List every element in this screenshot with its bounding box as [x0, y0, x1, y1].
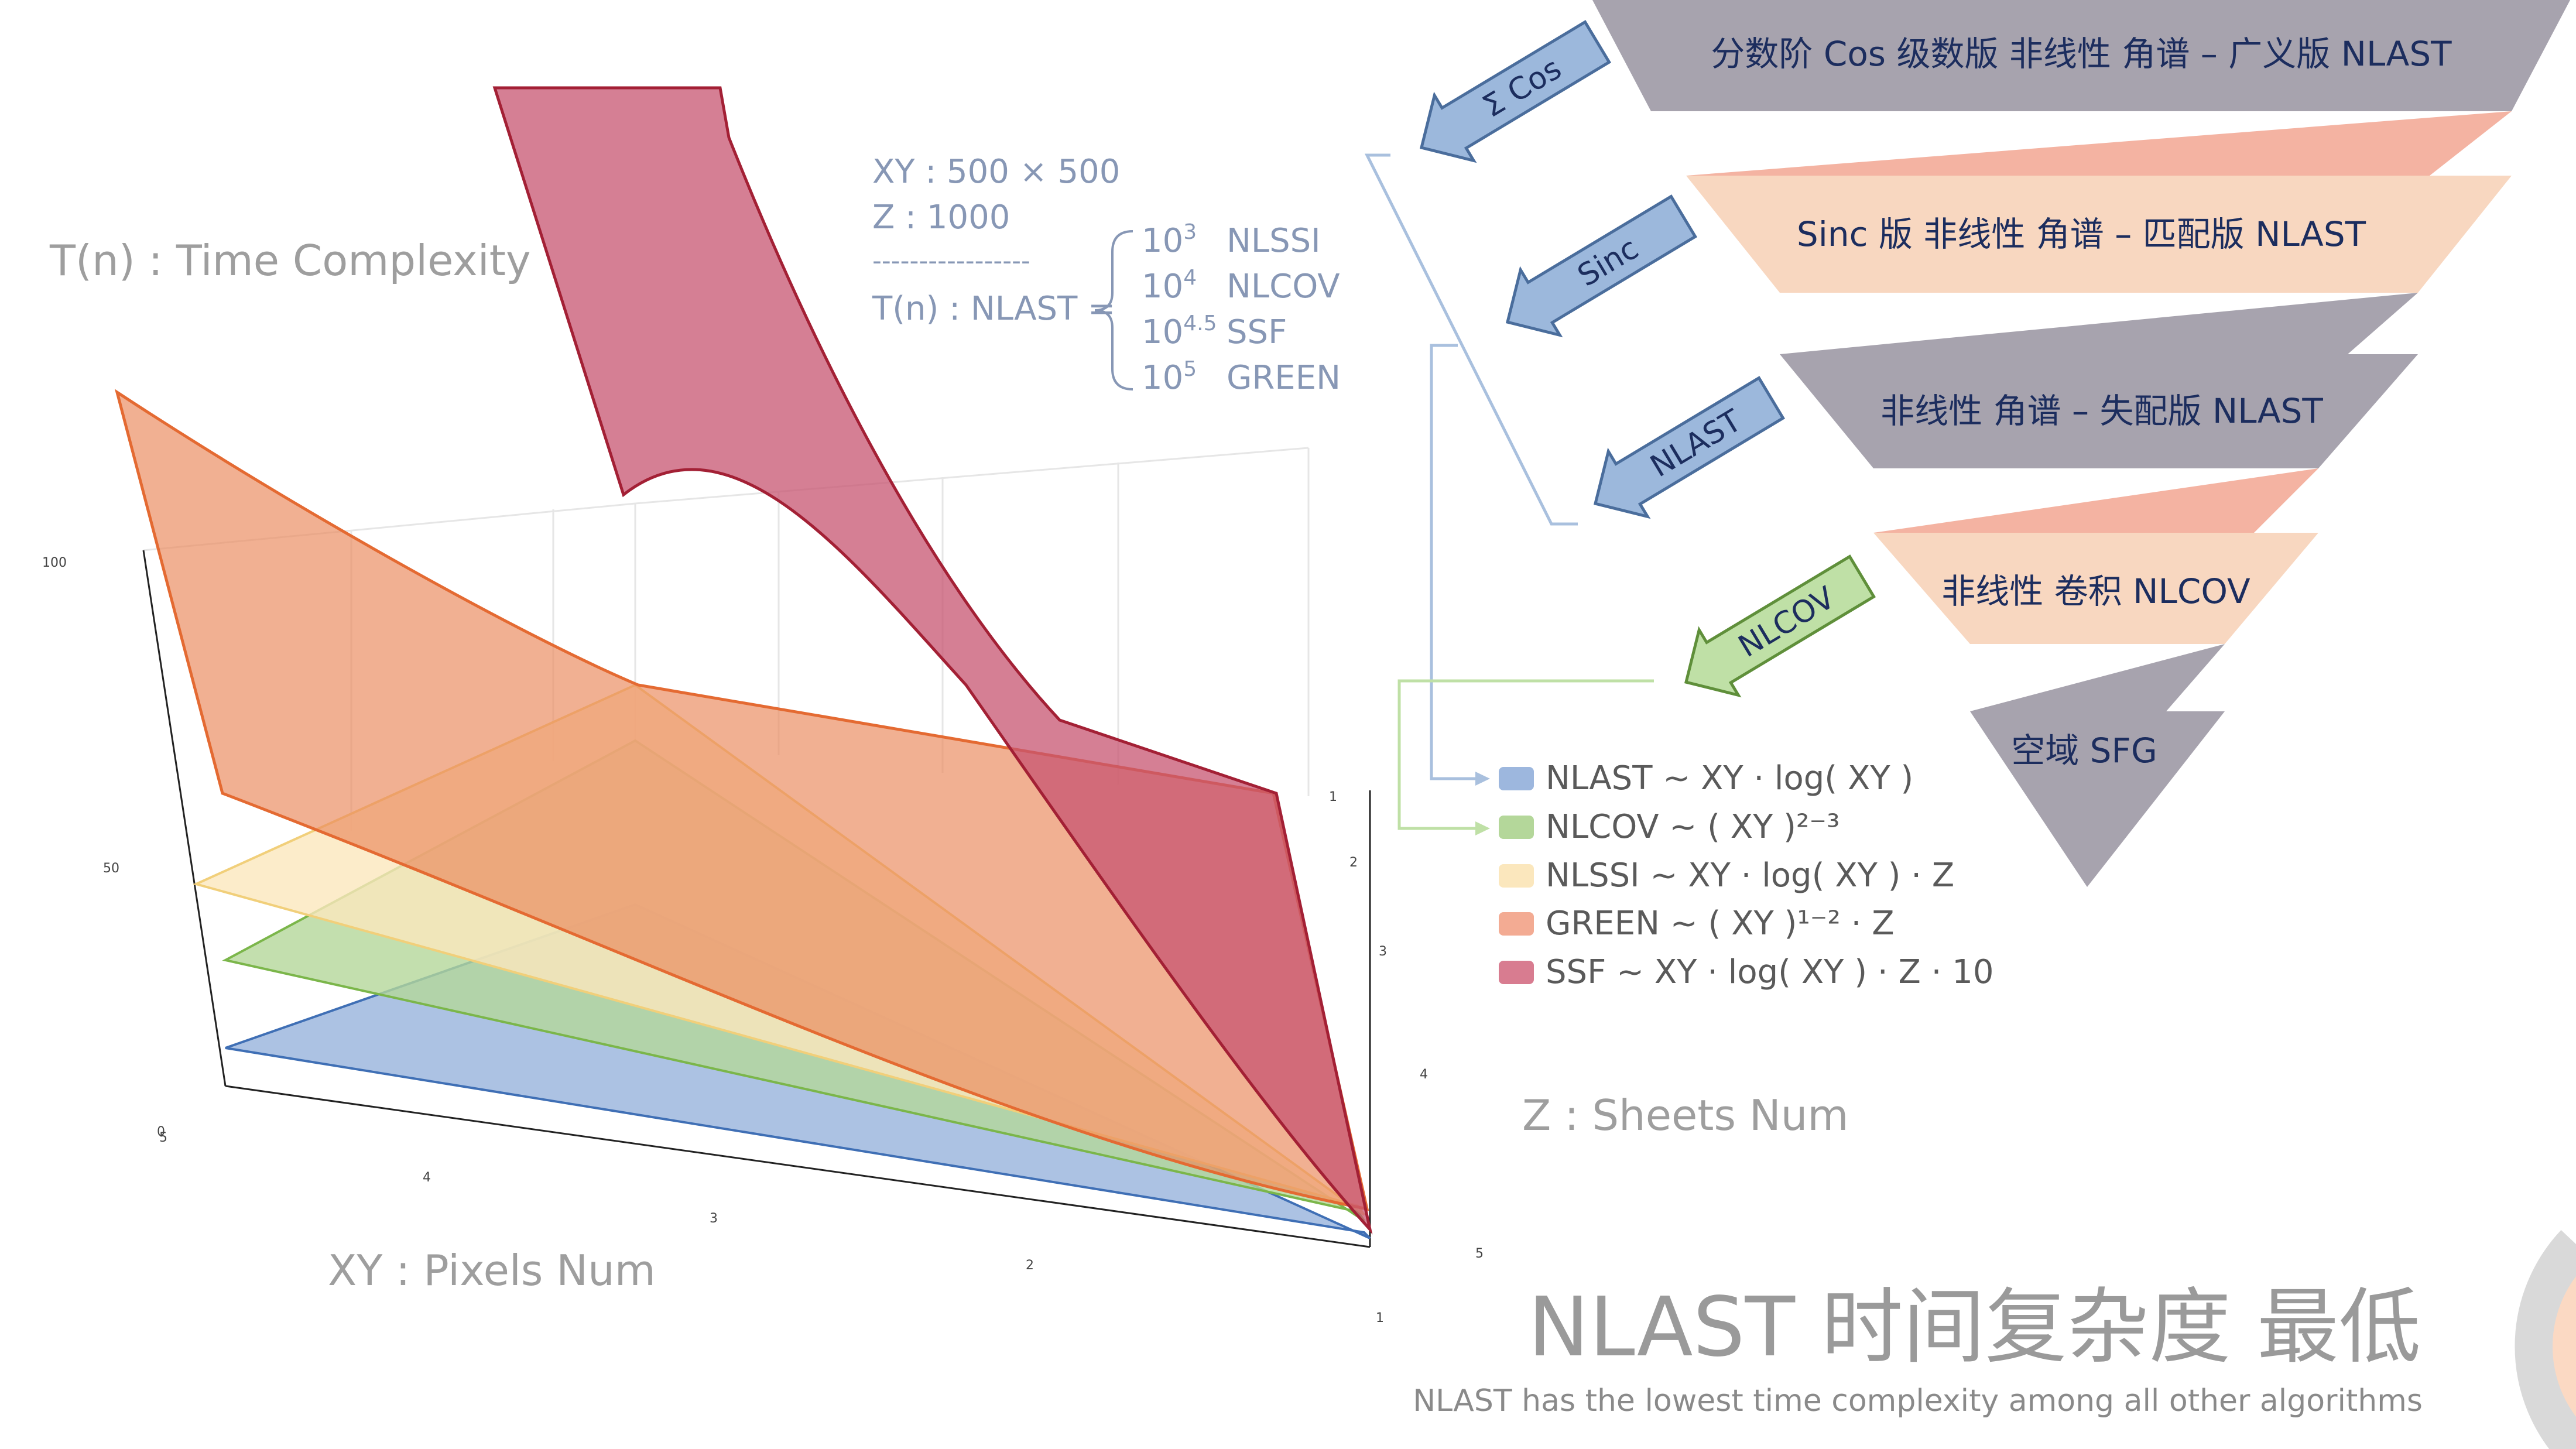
order-name: NLSSI	[1227, 222, 1321, 260]
t-axis-line	[142, 550, 227, 1087]
legend-text: NLAST ~ XY · log( XY )	[1546, 759, 1913, 797]
xy-tick-label: 1	[1376, 1311, 1384, 1325]
funnel-band	[1780, 293, 2418, 354]
arrow-shape	[1684, 554, 1876, 698]
legend: NLAST ~ XY · log( XY ) NLCOV ~ ( XY )²⁻³…	[1499, 759, 1993, 991]
legend-swatch	[1499, 961, 1534, 984]
funnel-tier-5	[1970, 711, 2225, 887]
funnel-tier-1	[1592, 0, 2570, 111]
t-ticks: 100 50 0	[42, 556, 165, 1139]
z-ticks: 1 2 3 4 5	[1329, 790, 1484, 1261]
order-row-green: 105	[1142, 357, 1197, 397]
params-xy: XY : 500 × 500	[872, 153, 1120, 191]
funnel-tier-4	[1873, 533, 2318, 644]
legend-item: GREEN ~ ( XY )¹⁻² · Z	[1499, 905, 1895, 943]
order-base: 10	[1142, 222, 1183, 260]
arrow-sigma-cos: Σ Cos	[1419, 20, 1612, 163]
xy-axis-title: XY : Pixels Num	[328, 1246, 656, 1295]
z-tick-label: 5	[1475, 1246, 1484, 1261]
legend-text: NLCOV ~ ( XY )²⁻³	[1546, 808, 1839, 846]
surface-ssf	[492, 86, 1373, 1235]
legend-item: NLSSI ~ XY · log( XY ) · Z	[1499, 857, 1954, 895]
params-tn: T(n) : NLAST =	[872, 290, 1115, 328]
legend-swatch	[1499, 864, 1534, 888]
order-row-ssf: 104.5	[1142, 311, 1217, 351]
bracket-blue	[1364, 153, 1578, 526]
params-divider: -----------------	[872, 246, 1030, 276]
funnel-tier-2	[1686, 176, 2512, 293]
connector-nlast	[1430, 344, 1478, 780]
legend-swatch	[1499, 767, 1534, 790]
arrow-nlcov: NLCOV	[1684, 554, 1876, 698]
order-exp: 4.5	[1183, 311, 1217, 335]
z-axis-title: Z : Sheets Num	[1522, 1091, 1849, 1140]
legend-swatch	[1499, 816, 1534, 839]
footer-subtitle: NLAST has the lowest time complexity amo…	[1413, 1383, 2423, 1419]
tn-axis-title: T(n) : Time Complexity	[49, 236, 531, 285]
arrowhead	[1475, 772, 1490, 786]
xy-ticks: 5 4 3 2 1	[159, 1131, 1384, 1325]
z-tick-label: 2	[1349, 855, 1358, 870]
funnel-label: 非线性 卷积 NLCOV	[1941, 571, 2250, 611]
connectors	[1364, 153, 1654, 835]
z-tick-label: 4	[1420, 1067, 1428, 1082]
footer-title: NLAST 时间复杂度 最低	[1528, 1280, 2421, 1375]
connector-nlcov	[1397, 679, 1654, 830]
funnel-band	[1873, 468, 2318, 533]
funnel: 分数阶 Cos 级数版 非线性 角谱 – 广义版 NLAST Sinc 版 非线…	[1592, 0, 2570, 887]
order-base: 10	[1142, 359, 1183, 397]
z-tick-label: 3	[1379, 944, 1387, 959]
brace	[1094, 230, 1133, 390]
arrow-sinc: Sinc	[1505, 194, 1698, 338]
funnel-label: Sinc 版 非线性 角谱 – 匹配版 NLAST	[1797, 214, 2366, 254]
order-exp: 5	[1183, 357, 1197, 381]
t-tick-label: 100	[42, 556, 67, 570]
funnel-band	[1686, 111, 2512, 176]
funnel-band	[1970, 644, 2225, 711]
legend-item: NLAST ~ XY · log( XY )	[1499, 759, 1913, 797]
order-name: SSF	[1227, 313, 1287, 351]
funnel-tier-3	[1780, 354, 2418, 468]
xy-tick-label: 2	[1026, 1258, 1034, 1273]
xy-tick-label: 4	[423, 1170, 431, 1185]
legend-item: NLCOV ~ ( XY )²⁻³	[1499, 808, 1839, 846]
funnel-label: 非线性 角谱 – 失配版 NLAST	[1880, 391, 2323, 431]
params-z: Z : 1000	[872, 198, 1010, 237]
order-exp: 4	[1183, 266, 1197, 290]
xy-tick-label: 3	[710, 1211, 718, 1226]
legend-item: SSF ~ XY · log( XY ) · Z · 10	[1499, 953, 1993, 991]
params-block: XY : 500 × 500 Z : 1000 ----------------…	[872, 153, 1341, 397]
legend-swatch	[1499, 912, 1534, 936]
arrow-shape	[1419, 20, 1612, 163]
corner-ring	[2515, 1229, 2576, 1449]
order-base: 10	[1142, 313, 1183, 351]
surface-green	[114, 389, 1369, 1211]
order-row-nlcov: 104	[1142, 266, 1197, 306]
legend-text: GREEN ~ ( XY )¹⁻² · Z	[1546, 905, 1895, 943]
order-name: NLCOV	[1227, 268, 1340, 306]
order-base: 10	[1142, 268, 1183, 306]
xy-tick-label: 5	[159, 1131, 167, 1145]
order-exp: 3	[1183, 220, 1197, 244]
arrow-shape	[1505, 194, 1698, 338]
legend-text: SSF ~ XY · log( XY ) · Z · 10	[1546, 953, 1993, 991]
arrow-shape	[1593, 376, 1786, 519]
grid-line	[635, 447, 1309, 505]
arrowhead	[1475, 821, 1490, 835]
t-tick-label: 50	[103, 861, 119, 876]
legend-text: NLSSI ~ XY · log( XY ) · Z	[1546, 857, 1954, 895]
xy-axis-line	[225, 1085, 1371, 1248]
z-tick-label: 1	[1329, 790, 1337, 804]
funnel-label: 分数阶 Cos 级数版 非线性 角谱 – 广义版 NLAST	[1711, 34, 2452, 74]
plot-axes	[142, 550, 1371, 1248]
order-row-nlssi: 103	[1142, 220, 1197, 260]
order-name: GREEN	[1227, 359, 1341, 397]
funnel-label: 空域 SFG	[2011, 731, 2157, 770]
arrow-nlast: NLAST	[1593, 376, 1786, 519]
t-tick-label: 0	[157, 1125, 165, 1139]
